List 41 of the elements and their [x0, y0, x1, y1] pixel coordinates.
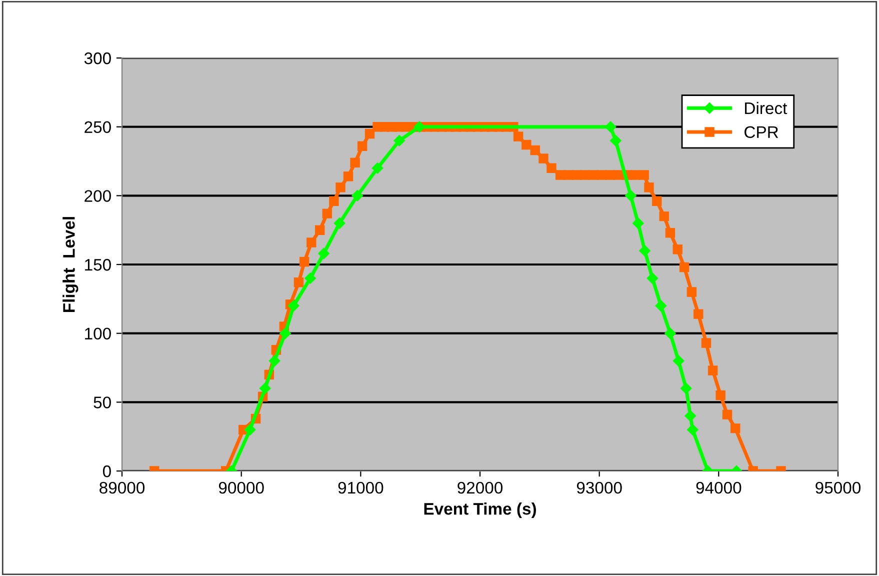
x-tick-label: 90000 — [218, 482, 264, 494]
point — [680, 382, 692, 394]
point — [655, 300, 667, 312]
point — [639, 245, 650, 256]
x-tick-label: 93000 — [576, 482, 622, 494]
point — [646, 272, 658, 284]
y-tick-label: 300 — [84, 52, 111, 64]
point — [625, 190, 636, 202]
point — [372, 162, 384, 174]
y-axis-title: Flight Level — [62, 217, 78, 312]
point — [604, 121, 616, 132]
point — [394, 134, 405, 146]
legend-label: CPR — [744, 126, 778, 138]
point — [288, 300, 300, 312]
x-tick-label: 92000 — [458, 482, 503, 494]
point — [259, 382, 271, 394]
point — [684, 410, 696, 422]
point — [268, 355, 280, 366]
y-tick-label: 100 — [85, 328, 111, 340]
point — [672, 355, 684, 366]
x-axis-title: Event Time (s) — [424, 502, 536, 518]
point — [318, 248, 330, 260]
y-tick-label: 150 — [85, 258, 111, 271]
point — [664, 328, 676, 339]
point — [280, 328, 291, 339]
point — [334, 218, 346, 229]
x-tick-label: 89000 — [100, 482, 145, 494]
y-tick-label: 200 — [84, 190, 111, 202]
y-tick-label: 250 — [84, 121, 111, 134]
point — [352, 190, 363, 202]
y-tick-label: 50 — [94, 396, 111, 408]
point — [304, 272, 316, 284]
point — [632, 218, 644, 229]
x-tick-label: 91000 — [338, 482, 384, 494]
x-tick-label: 94000 — [696, 482, 742, 494]
legend-label: Direct — [745, 102, 788, 114]
point — [610, 134, 622, 146]
x-tick-label: 95000 — [816, 482, 861, 494]
point — [687, 424, 698, 436]
y-tick-label: 0 — [102, 465, 111, 478]
point — [244, 424, 256, 436]
